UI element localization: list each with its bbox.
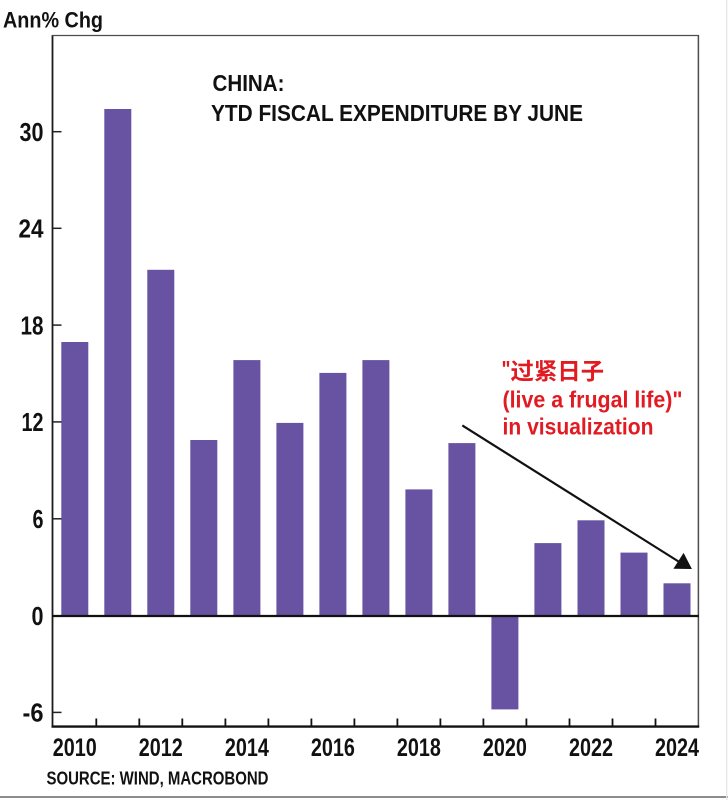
svg-text:2012: 2012 [139, 734, 183, 762]
svg-text:2022: 2022 [569, 734, 613, 762]
svg-text:12: 12 [22, 409, 44, 437]
svg-text:YTD FISCAL EXPENDITURE BY JUNE: YTD FISCAL EXPENDITURE BY JUNE [211, 100, 583, 126]
svg-text:0: 0 [32, 603, 44, 631]
svg-text:30: 30 [20, 119, 44, 147]
svg-text:24: 24 [19, 216, 45, 244]
svg-text:CHINA:: CHINA: [213, 70, 285, 96]
svg-text:-6: -6 [23, 700, 44, 728]
svg-text:2024: 2024 [655, 734, 699, 762]
svg-text:Ann% Chg: Ann% Chg [3, 8, 103, 33]
svg-text:2016: 2016 [311, 734, 355, 762]
svg-text:(live a frugal life)": (live a frugal life)" [503, 386, 683, 412]
svg-text:SOURCE: WIND, MACROBOND: SOURCE: WIND, MACROBOND [47, 769, 269, 789]
svg-text:6: 6 [33, 506, 44, 534]
svg-text:in visualization: in visualization [503, 414, 654, 440]
svg-text:2010: 2010 [53, 734, 97, 762]
svg-text:": " [502, 356, 511, 382]
svg-text:2018: 2018 [397, 734, 441, 762]
svg-text:2014: 2014 [225, 734, 269, 762]
svg-text:2020: 2020 [483, 734, 527, 762]
svg-text:18: 18 [21, 312, 44, 340]
